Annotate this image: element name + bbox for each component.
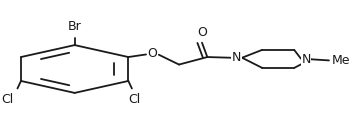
Text: N: N	[232, 51, 241, 64]
Text: Cl: Cl	[128, 93, 141, 106]
Text: Cl: Cl	[2, 93, 14, 106]
Text: O: O	[147, 47, 157, 60]
Text: N: N	[301, 53, 310, 66]
Text: Br: Br	[68, 20, 82, 34]
Text: O: O	[197, 26, 207, 39]
Text: Me: Me	[332, 54, 350, 67]
